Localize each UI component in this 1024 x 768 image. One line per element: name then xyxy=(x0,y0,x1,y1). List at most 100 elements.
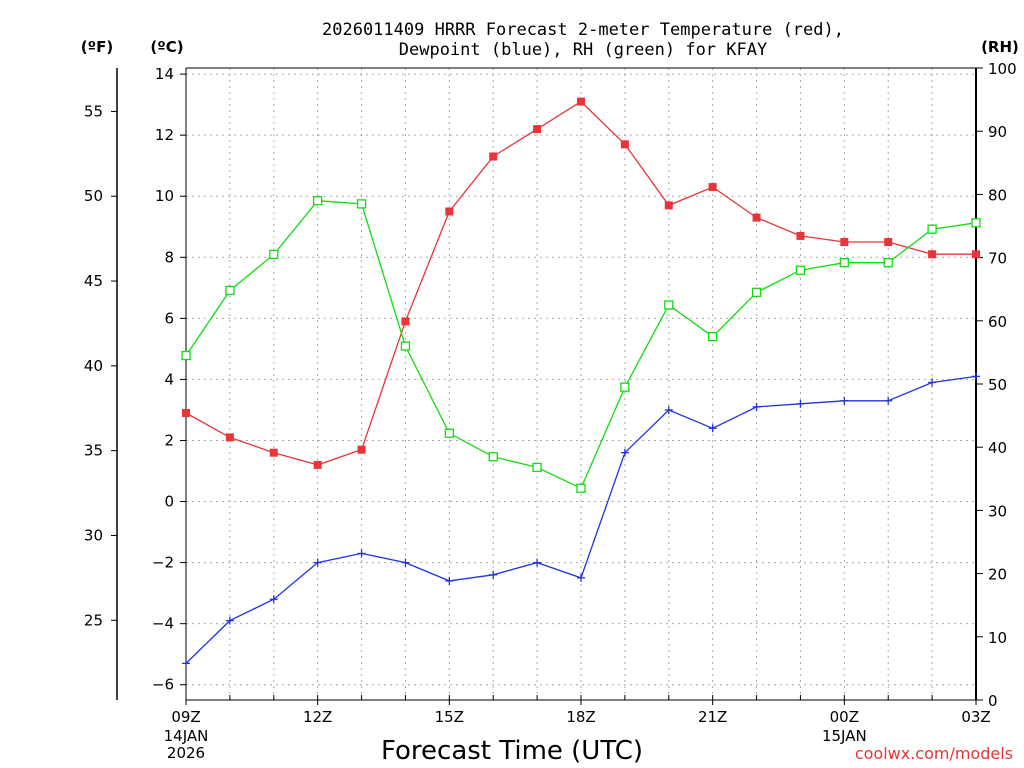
temperature-point xyxy=(972,250,980,259)
rh-tick-label: 20 xyxy=(988,566,1007,584)
celsius-tick-label: 4 xyxy=(164,370,174,388)
dewpoint-point xyxy=(313,558,322,567)
fahrenheit-tick-label: 25 xyxy=(84,611,103,629)
chart-title-line-2: Dewpoint (blue), RH (green) for KFAY xyxy=(399,40,767,60)
grid-lines xyxy=(186,68,976,700)
dewpoint-point xyxy=(884,396,893,405)
rh-point xyxy=(444,428,454,438)
rh-point xyxy=(225,285,235,296)
rh-point xyxy=(927,224,937,234)
x-tick-label: 12Z xyxy=(303,708,332,726)
rh-point xyxy=(313,196,323,206)
dewpoint-point xyxy=(620,448,629,457)
rh-tick-label: 100 xyxy=(988,60,1017,78)
rh-tick-label: 40 xyxy=(988,439,1007,457)
dewpoint-point xyxy=(928,378,937,387)
dewpoint-point xyxy=(708,424,717,433)
x-date-label: 14JAN xyxy=(164,727,209,745)
rh-point xyxy=(356,199,367,209)
x-tick-label: 21Z xyxy=(698,708,727,726)
temperature-point xyxy=(928,250,937,259)
x-date-label: 15JAN xyxy=(822,727,867,745)
dewpoint-point xyxy=(357,549,366,558)
temperature-point xyxy=(533,125,542,134)
rh-tick-label: 70 xyxy=(988,250,1007,268)
fahrenheit-tick-label: 50 xyxy=(84,187,103,205)
celsius-tick-label: −2 xyxy=(152,554,174,572)
temperature-point xyxy=(577,97,585,106)
temperature-point xyxy=(401,317,410,326)
rh-unit-label: (RH) xyxy=(981,38,1019,56)
dewpoint-point xyxy=(972,372,980,381)
celsius-tick-label: 14 xyxy=(155,65,174,83)
plot-area xyxy=(181,97,981,668)
rh-tick-label: 80 xyxy=(988,186,1007,204)
temperature-point xyxy=(489,152,498,161)
celsius-tick-label: 0 xyxy=(164,493,174,511)
temperature-point xyxy=(269,448,278,457)
temperature-point xyxy=(752,213,761,222)
rh-point xyxy=(795,265,806,275)
dewpoint-point xyxy=(533,558,542,567)
celsius-tick-label: 8 xyxy=(164,248,174,266)
chart-title-line-1: 2026011409 HRRR Forecast 2-meter Tempera… xyxy=(322,20,844,40)
temperature-point xyxy=(445,207,454,216)
rh-point xyxy=(839,258,849,268)
celsius-tick-label: −4 xyxy=(152,615,174,633)
rh-tick-label: 0 xyxy=(988,692,998,710)
x-tick-label: 15Z xyxy=(435,708,464,726)
x-tick-label: 03Z xyxy=(961,708,990,726)
x-date-label: 2026 xyxy=(167,744,205,762)
rh-point xyxy=(269,249,279,260)
fahrenheit-tick-label: 30 xyxy=(84,526,103,544)
tick-labels: −6 −4 −2 0 2 4 6 8 10 12 14 25 30 35 40 45 50 55 0 10 20 30 40… xyxy=(84,60,1017,726)
rh-tick-label: 50 xyxy=(988,376,1007,394)
rh-tick-label: 60 xyxy=(988,313,1007,331)
dewpoint-point xyxy=(225,616,234,625)
dewpoint-point xyxy=(752,402,761,411)
rh-point xyxy=(664,300,674,310)
dewpoint-point xyxy=(664,405,673,414)
dewpoint-point xyxy=(445,576,454,585)
rh-point xyxy=(620,382,630,392)
temperature-point xyxy=(182,409,190,418)
dewpoint-point xyxy=(840,396,849,405)
celsius-tick-label: 2 xyxy=(164,431,174,449)
dewpoint-point xyxy=(182,659,190,668)
credit-text: coolwx.com/models xyxy=(855,744,1013,763)
rh-tick-label: 30 xyxy=(988,502,1007,520)
temperature-point xyxy=(796,231,805,240)
temperature-point xyxy=(357,445,366,454)
rh-tick-label: 10 xyxy=(988,629,1007,647)
fahrenheit-tick-label: 35 xyxy=(84,442,103,460)
celsius-tick-label: 10 xyxy=(155,187,174,205)
x-tick-label: 18Z xyxy=(566,708,595,726)
x-tick-label: 00Z xyxy=(830,708,859,726)
rh-point xyxy=(532,462,542,473)
temperature-point xyxy=(313,460,322,469)
rh-point xyxy=(971,218,981,228)
rh-point xyxy=(181,350,191,361)
rh-tick-label: 90 xyxy=(988,123,1007,141)
dewpoint-point xyxy=(577,573,585,582)
temperature-point xyxy=(620,140,629,149)
rh-point xyxy=(751,287,762,298)
fahrenheit-tick-label: 55 xyxy=(84,102,103,120)
axes xyxy=(111,67,983,705)
fahrenheit-tick-label: 45 xyxy=(84,272,103,290)
dewpoint-point xyxy=(796,399,805,408)
dewpoint-point xyxy=(401,558,410,567)
rh-point xyxy=(708,331,718,342)
celsius-tick-label: 6 xyxy=(164,309,174,327)
rh-point xyxy=(883,258,893,268)
celsius-tick-label: −6 xyxy=(152,676,174,694)
rh-point xyxy=(400,341,411,351)
fahrenheit-unit-label: (ºF) xyxy=(81,38,113,56)
temperature-point xyxy=(708,183,717,192)
fahrenheit-tick-label: 40 xyxy=(84,357,103,375)
x-axis-label: Forecast Time (UTC) xyxy=(381,736,643,766)
celsius-tick-label: 12 xyxy=(155,126,174,144)
celsius-unit-label: (ºC) xyxy=(150,38,183,56)
